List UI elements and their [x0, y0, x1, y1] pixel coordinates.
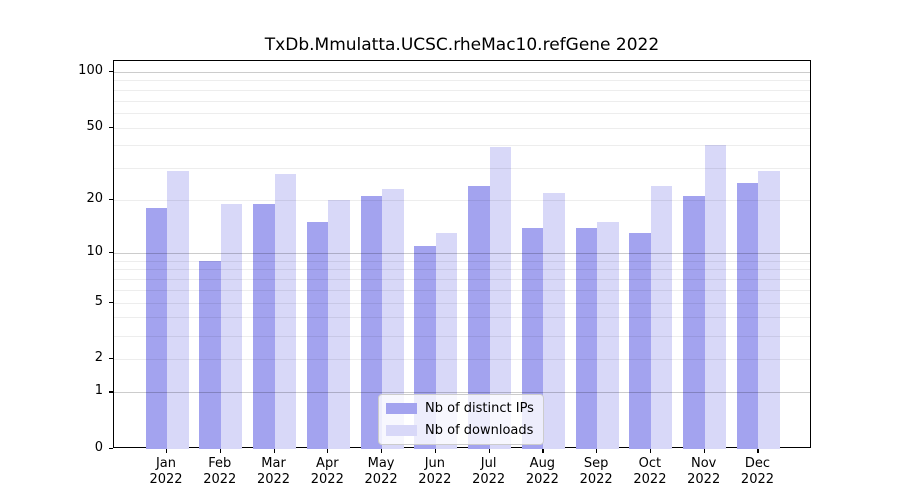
- y-tick-label-50: 50: [86, 118, 103, 134]
- bars-layer: [114, 61, 810, 449]
- y-tick-label-5: 5: [94, 293, 103, 309]
- x-tick-apr: [327, 449, 329, 453]
- bar-nb-of-downloads-nov: [704, 145, 727, 449]
- y-tick-20: [109, 199, 113, 201]
- x-tick-may: [381, 449, 383, 453]
- legend-label-distinct-ips: Nb of distinct IPs: [425, 401, 534, 416]
- y-tick-5: [109, 301, 113, 303]
- bar-nb-of-downloads-jul: [489, 147, 512, 449]
- bar-nb-of-downloads-dec: [758, 170, 780, 449]
- x-tick-label-apr: Apr 2022: [310, 456, 344, 487]
- y-tick-100: [109, 70, 113, 72]
- bar-nb-of-downloads-may: [382, 189, 404, 449]
- x-tick-label-mar: Mar 2022: [256, 456, 291, 487]
- y-tick-1: [109, 391, 113, 393]
- x-tick-label-sep: Sep 2022: [579, 456, 613, 487]
- bar-nb-of-distinct-ips-apr: [306, 222, 329, 449]
- bar-nb-of-distinct-ips-sep: [575, 227, 598, 449]
- x-tick-dec: [757, 449, 759, 453]
- bar-nb-of-distinct-ips-aug: [521, 227, 544, 449]
- x-tick-label-feb: Feb 2022: [203, 456, 237, 487]
- bar-nb-of-downloads-mar: [274, 173, 297, 449]
- legend-label-downloads: Nb of downloads: [425, 423, 534, 438]
- y-tick-label-1: 1: [94, 383, 103, 399]
- legend-swatch-downloads: [386, 425, 417, 436]
- bar-nb-of-distinct-ips-may: [360, 196, 383, 449]
- x-tick-nov: [703, 449, 705, 453]
- plot-area: [113, 60, 811, 449]
- x-tick-label-jun: Jun 2022: [418, 456, 452, 487]
- y-tick-label-10: 10: [86, 243, 103, 259]
- x-tick-label-jul: Jul 2022: [472, 456, 506, 487]
- bar-nb-of-downloads-aug: [543, 192, 565, 449]
- x-tick-jan: [166, 449, 168, 453]
- x-tick-label-aug: Aug 2022: [525, 456, 559, 487]
- y-tick-0: [109, 448, 113, 450]
- x-tick-label-oct: Oct 2022: [633, 456, 667, 487]
- x-tick-oct: [649, 449, 652, 453]
- bar-nb-of-downloads-sep: [597, 222, 619, 449]
- y-tick-2: [109, 358, 113, 360]
- bar-nb-of-distinct-ips-feb: [199, 260, 221, 449]
- legend-item-downloads: Nb of downloads: [386, 422, 543, 439]
- legend-item-distinct-ips: Nb of distinct IPs: [386, 400, 543, 417]
- x-tick-mar: [273, 449, 275, 453]
- bar-nb-of-distinct-ips-nov: [683, 196, 705, 449]
- bar-nb-of-downloads-apr: [328, 200, 350, 449]
- y-tick-10: [109, 251, 113, 254]
- legend: Nb of distinct IPs Nb of downloads: [378, 394, 544, 445]
- bar-nb-of-distinct-ips-jul: [468, 185, 490, 449]
- bar-nb-of-distinct-ips-jan: [145, 208, 167, 449]
- x-tick-label-may: May 2022: [364, 456, 398, 487]
- x-tick-label-nov: Nov 2022: [687, 456, 721, 487]
- y-tick-label-100: 100: [78, 62, 103, 78]
- bar-nb-of-downloads-oct: [650, 185, 673, 449]
- chart-title: TxDb.Mmulatta.UCSC.rheMac10.refGene 2022: [264, 35, 660, 55]
- x-tick-sep: [596, 449, 598, 453]
- bar-nb-of-distinct-ips-dec: [736, 182, 759, 449]
- x-tick-feb: [219, 449, 221, 453]
- bar-nb-of-downloads-feb: [220, 204, 243, 449]
- y-tick-label-0: 0: [94, 440, 103, 455]
- x-tick-aug: [542, 449, 544, 453]
- x-tick-jul: [488, 449, 490, 453]
- bar-nb-of-distinct-ips-oct: [629, 233, 651, 449]
- x-tick-label-dec: Dec 2022: [740, 456, 775, 487]
- y-tick-label-2: 2: [94, 350, 103, 366]
- bar-nb-of-distinct-ips-mar: [253, 204, 275, 449]
- y-tick-label-20: 20: [86, 191, 103, 207]
- x-tick-label-jan: Jan 2022: [149, 456, 183, 487]
- x-tick-jun: [434, 449, 437, 453]
- bar-nb-of-downloads-jan: [167, 170, 189, 449]
- legend-swatch-distinct-ips: [386, 403, 417, 414]
- y-tick-50: [109, 126, 113, 128]
